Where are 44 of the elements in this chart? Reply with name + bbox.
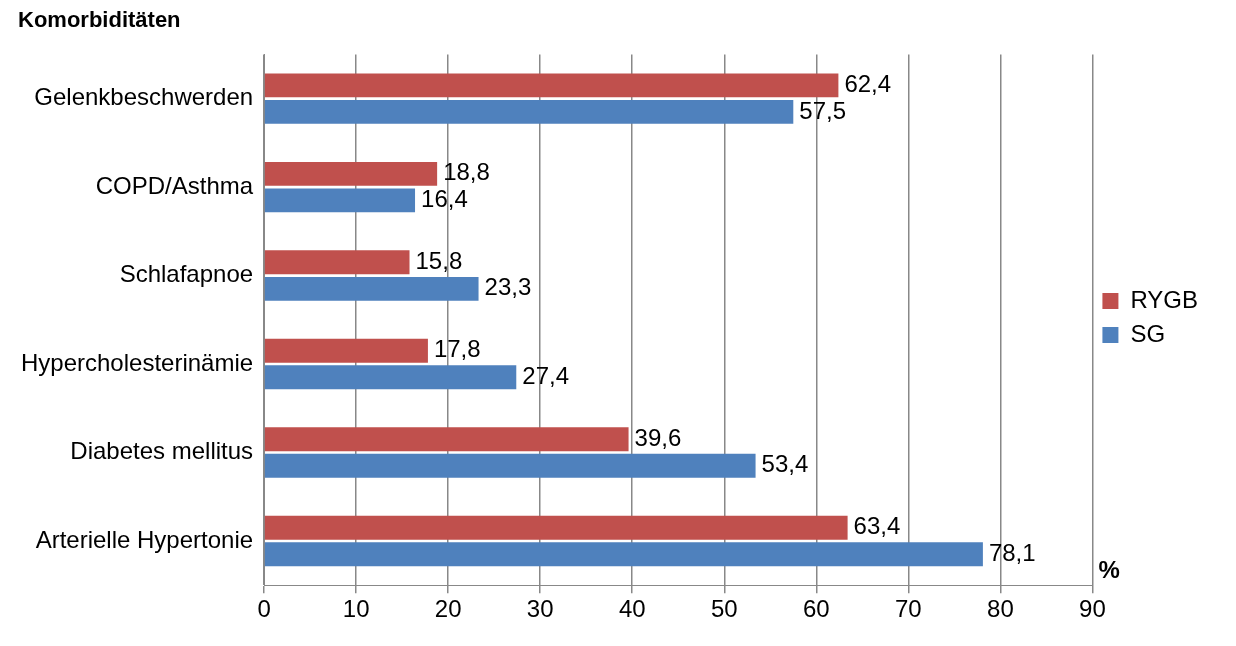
- y-tick-label: Diabetes mellitus: [70, 437, 254, 465]
- data-label: 39,6: [634, 423, 682, 451]
- bar: [264, 365, 517, 390]
- x-tick-label: 30: [526, 595, 554, 623]
- x-tick-label: 60: [802, 595, 830, 623]
- x-tick-label: 0: [257, 595, 271, 623]
- bar: [264, 73, 839, 98]
- data-label: 62,4: [844, 69, 892, 97]
- x-tick-label: 90: [1079, 595, 1106, 623]
- y-tick-label: COPD/Asthma: [95, 171, 254, 199]
- y-tick-label: Hypercholesterinämie: [20, 348, 254, 376]
- data-label: 16,4: [421, 184, 468, 212]
- data-label: 53,4: [761, 450, 809, 478]
- x-tick-label: 20: [434, 595, 462, 623]
- bar: [264, 515, 848, 540]
- x-tick-label: 80: [987, 595, 1014, 623]
- x-axis-title: %: [1098, 555, 1120, 583]
- bar: [264, 161, 438, 186]
- legend-label: RYGB: [1130, 285, 1199, 313]
- x-tick-label: 70: [895, 595, 922, 623]
- y-tick-label: Arterielle Hypertonie: [35, 525, 254, 553]
- bar: [264, 276, 479, 301]
- data-label: 17,8: [433, 335, 481, 363]
- data-label: 18,8: [443, 158, 490, 186]
- chart-title: Komorbiditäten: [18, 7, 181, 33]
- data-label: 78,1: [988, 538, 1036, 566]
- x-tick-label: 10: [342, 595, 370, 623]
- legend-label: SG: [1130, 319, 1166, 347]
- x-tick-label: 40: [618, 595, 646, 623]
- bar: [264, 542, 983, 567]
- bar: [264, 99, 794, 124]
- y-tick-label: Gelenkbeschwerden: [34, 83, 254, 111]
- bar: [264, 427, 629, 452]
- data-label: 63,4: [853, 512, 901, 540]
- data-label: 27,4: [522, 361, 569, 389]
- y-tick-label: Schlafapnoe: [119, 260, 254, 288]
- x-tick-label: 50: [710, 595, 738, 623]
- bar: [264, 338, 428, 363]
- bar: [264, 250, 410, 275]
- data-label: 23,3: [484, 273, 532, 301]
- data-label: 57,5: [799, 96, 847, 124]
- bar: [264, 188, 416, 213]
- data-label: 15,8: [415, 246, 463, 274]
- bar: [264, 453, 756, 478]
